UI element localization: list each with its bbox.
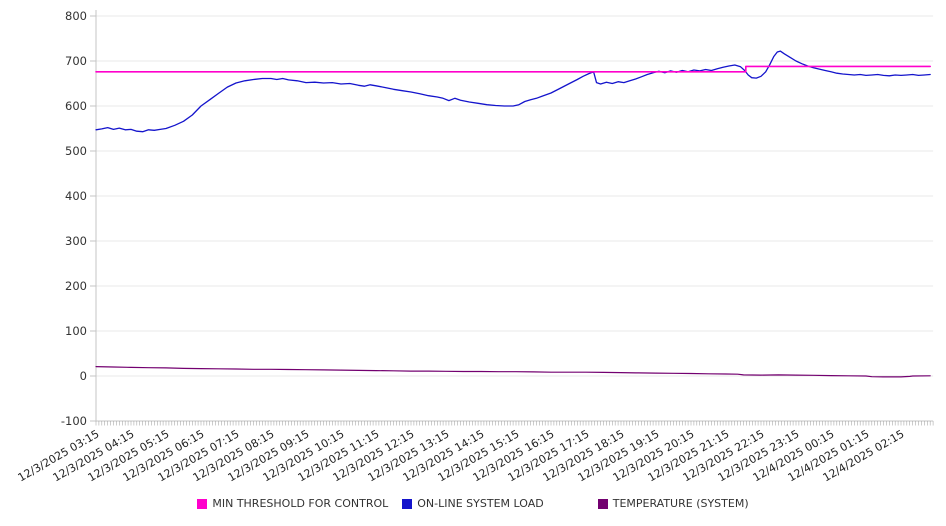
y-tick-label: 500 <box>65 144 87 158</box>
series-on-line-system-load <box>95 50 931 133</box>
y-tick-label: 700 <box>65 54 87 68</box>
series-min-threshold-for-control <box>95 65 932 73</box>
y-tick-label: 300 <box>65 234 87 248</box>
series-temperature-system <box>95 366 931 378</box>
y-tick-label: 0 <box>80 369 87 383</box>
legend-swatch-temperature-icon <box>597 498 608 509</box>
y-tick-label: 200 <box>65 279 87 293</box>
legend-label-temperature: TEMPERATURE (SYSTEM) <box>612 497 749 510</box>
legend-item-online-system-load: ON-LINE SYSTEM LOAD <box>402 497 544 510</box>
legend-label-min-threshold: MIN THRESHOLD FOR CONTROL <box>212 497 389 510</box>
legend-swatch-online-system-load-icon <box>402 498 413 509</box>
legend-item-min-threshold: MIN THRESHOLD FOR CONTROL <box>197 497 388 510</box>
y-tick-label: 600 <box>65 99 87 113</box>
y-tick-label: 400 <box>65 189 87 203</box>
legend-item-temperature: TEMPERATURE (SYSTEM) <box>597 497 749 510</box>
legend-swatch-min-threshold-icon <box>197 498 208 509</box>
y-tick-label: 100 <box>65 324 87 338</box>
y-tick-label: -100 <box>61 414 87 428</box>
chart-legend: MIN THRESHOLD FOR CONTROL ON-LINE SYSTEM… <box>0 497 946 510</box>
y-tick-label: 800 <box>65 9 87 23</box>
legend-label-online-system-load: ON-LINE SYSTEM LOAD <box>417 497 544 510</box>
